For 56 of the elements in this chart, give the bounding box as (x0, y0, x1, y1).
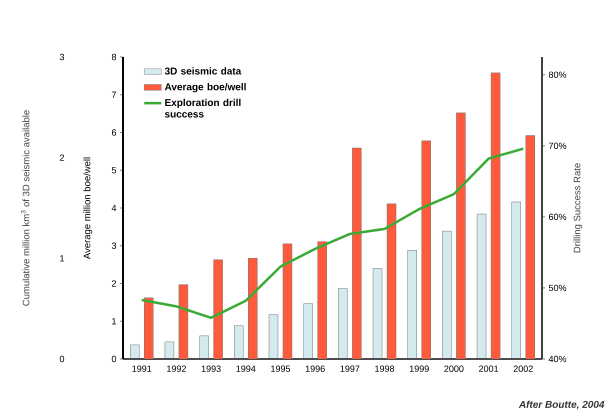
x-tick-label: 2001 (479, 366, 498, 372)
x-tick-label: 1995 (271, 366, 290, 372)
y3-tick-label: 1 (60, 255, 64, 262)
bar (352, 148, 362, 359)
bar (526, 135, 536, 359)
text: After Boutte, 2004 (518, 400, 604, 410)
y2-tick-label: 40% (548, 356, 566, 362)
bar (442, 230, 452, 359)
y2-tick-label: 60% (548, 214, 566, 220)
y-tick-label: 7 (112, 92, 116, 98)
line-series (140, 147, 525, 320)
x-tick-label: 1993 (202, 366, 221, 372)
y-tick-label: 6 (112, 129, 116, 136)
x-tick-label: 1994 (236, 366, 256, 372)
legend-label: 3D seismic data (164, 67, 242, 75)
x-tick-label: 1998 (375, 366, 394, 372)
y2-tick-label: 50% (548, 284, 566, 292)
y3-tick-label: 3 (60, 54, 64, 60)
y-axis-title: Average million boe/well (83, 158, 92, 260)
y-tick-label: 8 (112, 54, 116, 60)
y3-axis-title: Cumulative million km$^{3}$ of 3D seismic available (20, 110, 30, 306)
bar (407, 250, 417, 359)
bar (248, 258, 258, 359)
bar (338, 288, 348, 359)
bar (490, 72, 500, 359)
bar (144, 298, 154, 359)
x-tick-label: 2000 (444, 366, 464, 372)
y-tick-label: 3 (112, 242, 116, 249)
y2-axis-title: Drilling Success Rate (573, 163, 582, 252)
bar (199, 336, 209, 359)
legend-label: Average boe/well (164, 82, 246, 92)
bar (178, 284, 188, 359)
y2-tick-label: 70% (548, 142, 566, 150)
y3-tick-label: 0 (60, 356, 64, 362)
legend-label: Exploration drill success (164, 98, 240, 118)
bar (421, 140, 431, 359)
bar (213, 259, 223, 359)
x-tick-label: 1996 (306, 366, 325, 372)
x-tick-label: 1999 (410, 366, 429, 372)
bar (234, 326, 244, 359)
y-tick-label: 4 (112, 204, 116, 212)
y3-tick-label: 2 (60, 154, 64, 161)
y-tick-label: 1 (112, 318, 116, 324)
bar (303, 303, 313, 359)
x-tick-label: 1991 (132, 366, 152, 372)
x-tick-label: 2002 (514, 366, 533, 372)
bar (456, 112, 466, 359)
x-tick-label: 1992 (167, 366, 186, 372)
y2-tick-label: 80% (548, 72, 566, 78)
y-tick-label: 0 (112, 356, 116, 362)
y-tick-label: 5 (112, 167, 116, 174)
bar (512, 202, 522, 359)
x-tick-label: 1997 (340, 366, 360, 372)
y-tick-label: 2 (112, 280, 116, 287)
bar (476, 214, 486, 359)
bar (317, 241, 327, 359)
